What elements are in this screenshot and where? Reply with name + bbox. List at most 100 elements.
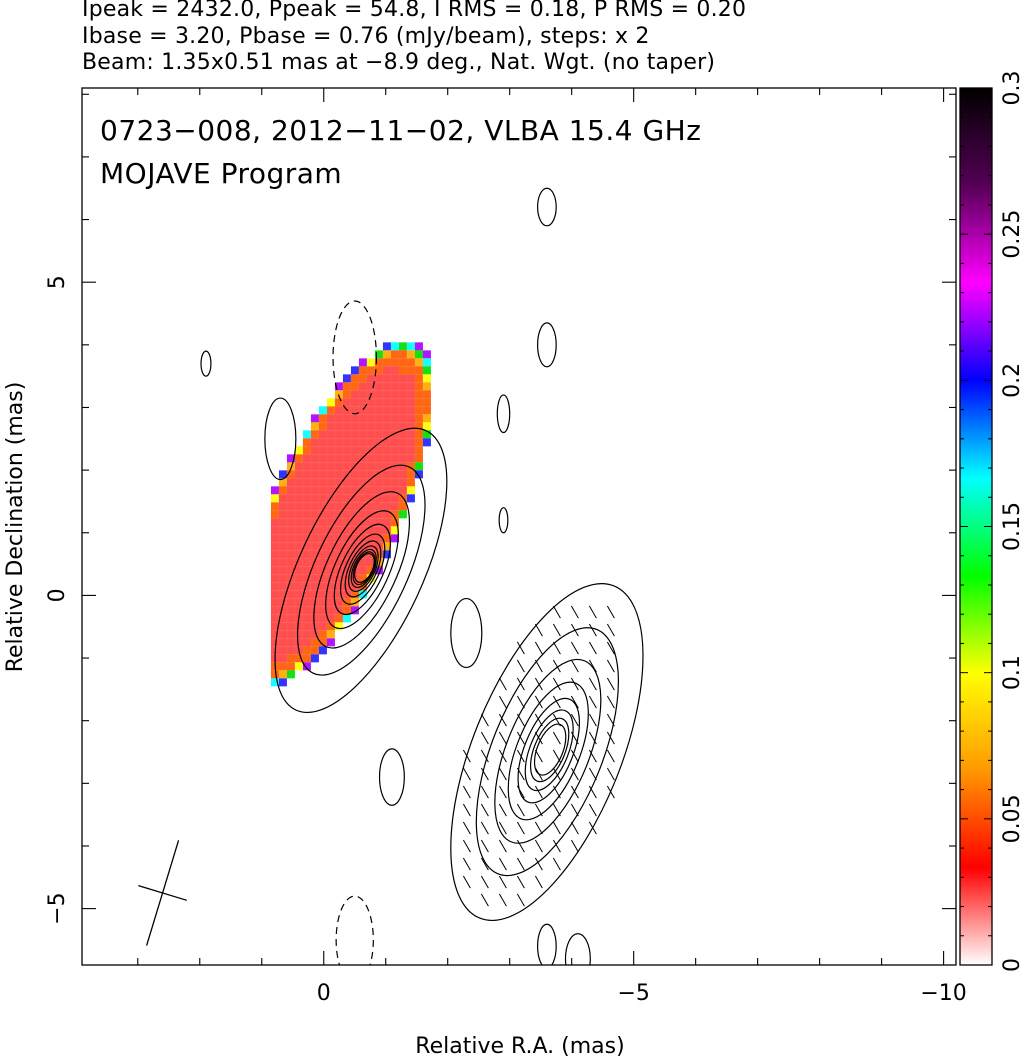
evpa-vectors	[462, 605, 615, 907]
evpa-vector	[480, 767, 489, 781]
evpa-vector	[534, 785, 543, 799]
core-contour	[296, 464, 426, 676]
evpa-vector	[606, 767, 615, 781]
header-line-1: Ipeak = 2432.0, Ppeak = 54.8, I RMS = 0.…	[82, 0, 747, 22]
jet-contour	[533, 723, 567, 776]
evpa-vector	[516, 839, 525, 853]
evpa-vector	[516, 785, 525, 799]
evpa-vector	[498, 749, 507, 763]
evpa-vector	[552, 731, 561, 745]
evpa-vector	[516, 857, 525, 871]
noise-contour	[200, 350, 212, 377]
noise-contour	[498, 507, 509, 534]
evpa-vector	[498, 731, 507, 745]
noise-contour	[450, 597, 483, 669]
evpa-vector	[570, 785, 579, 799]
evpa-vector	[516, 677, 525, 691]
core-contour	[274, 427, 448, 714]
evpa-vector	[570, 821, 579, 835]
evpa-vector	[516, 875, 525, 889]
evpa-vector	[588, 731, 597, 745]
evpa-vector	[480, 821, 489, 835]
core-contour	[333, 523, 391, 616]
jet-contour	[450, 583, 644, 922]
evpa-vector	[552, 713, 561, 727]
jet-contour	[494, 658, 602, 844]
map-program: MOJAVE Program	[100, 157, 342, 190]
evpa-vector	[606, 659, 615, 673]
evpa-vector	[480, 803, 489, 817]
evpa-vector	[552, 767, 561, 781]
evpa-vector	[516, 641, 525, 655]
colorbar-tick-label: 0.2	[1000, 363, 1021, 398]
evpa-vector	[462, 803, 471, 817]
evpa-vector	[516, 767, 525, 781]
x-tick-label: 0	[317, 981, 331, 1006]
evpa-vector	[498, 767, 507, 781]
evpa-vector	[552, 659, 561, 673]
evpa-vector	[498, 785, 507, 799]
noise-contour	[264, 397, 297, 481]
core-contour	[354, 553, 375, 583]
x-tick-label: −10	[920, 981, 966, 1006]
header-line-3: Beam: 1.35x0.51 mas at −8.9 deg., Nat. W…	[82, 50, 716, 75]
evpa-vector	[480, 731, 489, 745]
evpa-vector	[606, 623, 615, 637]
evpa-vector	[570, 659, 579, 673]
evpa-vector	[534, 731, 543, 745]
evpa-vector	[462, 875, 471, 889]
evpa-vector	[570, 767, 579, 781]
evpa-vector	[570, 839, 579, 853]
negative-contour	[335, 895, 374, 965]
evpa-vector	[516, 803, 525, 817]
evpa-vector	[480, 713, 489, 727]
evpa-vector	[552, 839, 561, 853]
x-tick-label: −5	[617, 981, 649, 1006]
evpa-vector	[516, 695, 525, 709]
plot-frame	[81, 87, 957, 966]
evpa-vector	[498, 857, 507, 871]
colorbar-tick-label: 0.05	[1000, 794, 1021, 843]
y-tick-label: −5	[45, 892, 70, 924]
evpa-vector	[534, 659, 543, 673]
jet-contour	[507, 681, 589, 821]
evpa-vector	[534, 839, 543, 853]
y-tick-label: 0	[45, 588, 70, 602]
core-contour	[340, 533, 386, 605]
evpa-vector	[552, 821, 561, 835]
evpa-vector	[498, 893, 507, 907]
evpa-vector	[570, 749, 579, 763]
evpa-vector	[516, 749, 525, 763]
evpa-vector	[606, 605, 615, 619]
evpa-vector	[534, 623, 543, 637]
evpa-vector	[588, 695, 597, 709]
evpa-vector	[552, 677, 561, 691]
evpa-vector	[480, 857, 489, 871]
core-contour	[348, 545, 379, 592]
noise-contour	[378, 748, 405, 806]
evpa-vector	[462, 749, 471, 763]
evpa-vector	[552, 623, 561, 637]
y-tick-label: 5	[45, 275, 70, 289]
evpa-vector	[588, 641, 597, 655]
evpa-vector	[516, 659, 525, 673]
evpa-vector	[498, 713, 507, 727]
evpa-vector	[552, 857, 561, 871]
evpa-vector	[534, 641, 543, 655]
noise-contour	[536, 187, 557, 227]
evpa-vector	[606, 641, 615, 655]
evpa-vector	[606, 785, 615, 799]
colorbar-tick-label: 0.3	[1000, 71, 1021, 106]
evpa-vector	[516, 821, 525, 835]
header-line-2: Ibase = 3.20, Pbase = 0.76 (mJy/beam), s…	[82, 24, 650, 49]
evpa-vector	[498, 875, 507, 889]
noise-contour	[536, 322, 557, 368]
evpa-vector	[534, 803, 543, 817]
evpa-vector	[570, 677, 579, 691]
evpa-vector	[462, 767, 471, 781]
jet-contour	[529, 717, 570, 783]
evpa-vector	[462, 839, 471, 853]
evpa-vector	[534, 695, 543, 709]
evpa-vector	[570, 605, 579, 619]
evpa-vector	[606, 713, 615, 727]
